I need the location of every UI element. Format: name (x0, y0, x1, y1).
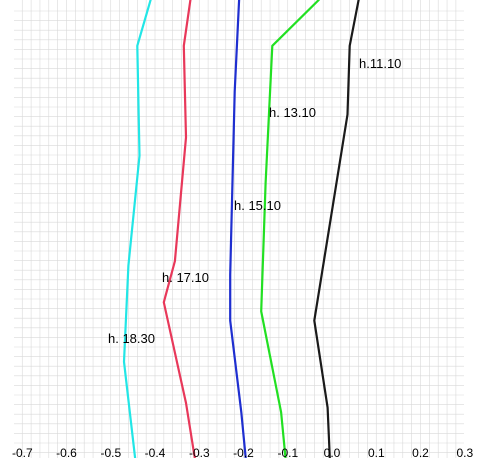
series-label-5: h. 18.30 (108, 331, 155, 346)
x-tick-label: -0.5 (100, 446, 121, 458)
x-tick-label: -0.2 (233, 446, 254, 458)
x-tick-label: 0.3 (456, 446, 473, 458)
x-tick-label: -0.3 (189, 446, 210, 458)
x-tick-label: 0.2 (412, 446, 429, 458)
x-tick-label: -0.7 (12, 446, 33, 458)
series-label-2: h. 13.10 (269, 105, 316, 120)
x-tick-label: -0.1 (277, 446, 298, 458)
series-line-3 (229, 0, 247, 458)
x-tick-label: -0.4 (145, 446, 166, 458)
series-line-4 (162, 0, 196, 458)
series-labels: h.11.10 h. 13.10 h. 15.10 h. 17.10 h. 18.30 (108, 56, 401, 346)
series-label-3: h. 15.10 (234, 198, 281, 213)
series-line-1 (313, 0, 360, 458)
series-label-4: h. 17.10 (162, 270, 209, 285)
series-line-5 (122, 0, 152, 458)
series-line-2 (260, 0, 320, 458)
x-tick-label: -0.6 (56, 446, 77, 458)
x-tick-labels: -0.7 -0.6 -0.5 -0.4 -0.3 -0.2 -0.1 0.0 0.1 0.2 0.3 (12, 446, 474, 458)
x-tick-label: 0.0 (324, 446, 341, 458)
series-lines (122, 0, 360, 458)
series-label-1: h.11.10 (359, 56, 401, 71)
x-tick-label: 0.1 (368, 446, 385, 458)
